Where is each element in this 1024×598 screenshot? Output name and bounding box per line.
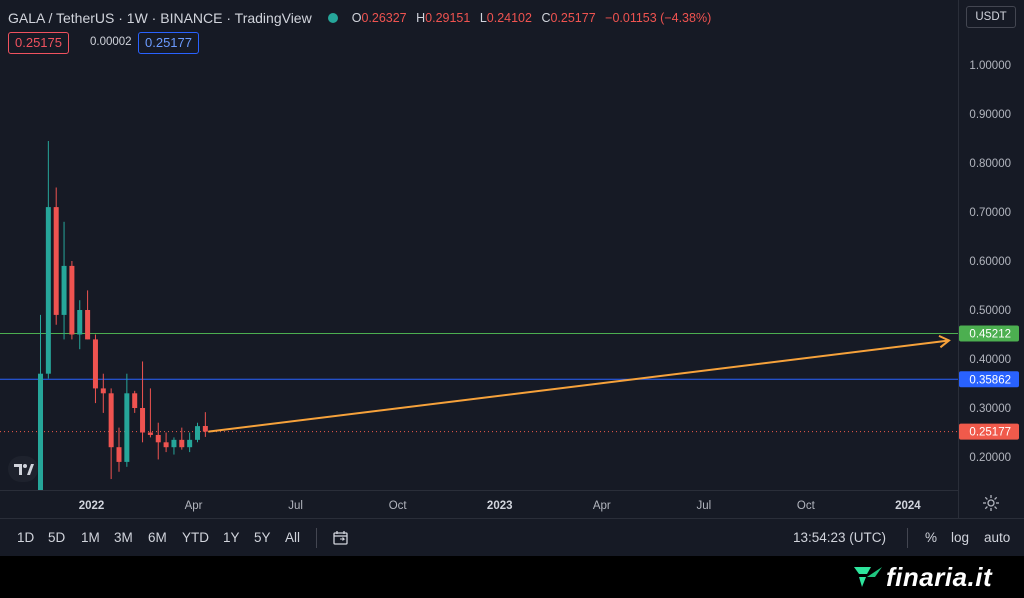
log-scale-button[interactable]: log	[951, 530, 970, 545]
y-tick-label: 0.30000	[969, 403, 1011, 415]
x-tick-label: Jul	[696, 500, 711, 512]
y-tick-label: 0.40000	[969, 354, 1011, 366]
currency-selector[interactable]: USDT	[966, 6, 1016, 28]
tradingview-logo-icon[interactable]	[8, 456, 38, 482]
candle-body	[140, 408, 146, 433]
range-1m-button[interactable]: 1M	[81, 530, 100, 545]
open-value: 0.26327	[361, 11, 407, 25]
candle-body	[85, 310, 91, 340]
range-3m-button[interactable]: 3M	[114, 530, 133, 545]
blue-level-label: 0.35862	[969, 374, 1011, 386]
change-value: −0.01153 (−4.38%)	[605, 11, 712, 25]
symbol-header: GALA / TetherUS · 1W · BINANCE · Trading…	[8, 8, 711, 28]
y-tick-label: 0.50000	[969, 305, 1011, 317]
x-tick-label: Apr	[185, 500, 203, 512]
candle-body	[187, 439, 193, 448]
range-ytd-button[interactable]: YTD	[182, 530, 209, 545]
separator	[907, 528, 908, 548]
candle-body	[155, 434, 161, 443]
high-label: H	[416, 11, 426, 25]
symbol-title[interactable]: GALA / TetherUS · 1W · BINANCE · Trading…	[8, 10, 312, 26]
price-chart[interactable]: 1.00000 0.90000 0.80000 0.70000 0.60000 0.500…	[0, 0, 1024, 518]
candle-body	[147, 432, 153, 435]
close-label: C	[541, 11, 551, 25]
blue-level-label-bg	[959, 371, 1019, 388]
percent-scale-button[interactable]: %	[925, 530, 938, 545]
candle-body	[108, 393, 114, 448]
x-tick-label: Jul	[288, 500, 303, 512]
candle-body	[45, 207, 51, 374]
high-value: 0.29151	[425, 11, 471, 25]
bottom-toolbar: 1D 5D 1M 3M 6M YTD 1Y 5Y All 13:54:23 (U…	[0, 518, 1024, 557]
y-tick-label: 0.90000	[969, 109, 1011, 121]
close-value: 0.25177	[550, 11, 596, 25]
x-tick-label: Oct	[797, 500, 816, 512]
candle-body	[179, 439, 185, 448]
candle-body	[132, 393, 138, 408]
clock-display[interactable]: 13:54:23 (UTC)	[793, 530, 887, 545]
x-tick-label: 2022	[79, 500, 105, 512]
y-tick-label: 1.00000	[969, 60, 1011, 72]
low-label: L	[479, 11, 487, 25]
candle-body	[69, 265, 75, 335]
y-tick-label: 0.20000	[969, 452, 1011, 464]
chart-area[interactable]: 1.00000 0.90000 0.80000 0.70000 0.60000 0.500…	[0, 0, 1024, 518]
range-1y-button[interactable]: 1Y	[223, 530, 240, 545]
ohlc-values: O0.26327 H0.29151 L0.24102 C0.25177 −0.0…	[352, 11, 712, 25]
chart-settings-gear-icon[interactable]	[982, 494, 1000, 512]
candle-body	[195, 426, 200, 440]
compare-icon[interactable]	[332, 529, 350, 547]
current-price-label-bg	[959, 423, 1019, 440]
candle-body	[116, 447, 122, 462]
candle-body	[100, 388, 106, 394]
brand-name: finaria.it	[886, 562, 993, 592]
trend-arrow-line	[208, 339, 950, 433]
candle-body	[124, 393, 130, 462]
current-price-label: 0.25177	[969, 427, 1011, 439]
green-level-label-bg	[959, 325, 1019, 342]
x-tick-label: Oct	[389, 500, 408, 512]
range-all-button[interactable]: All	[285, 530, 301, 545]
candle-body	[38, 373, 43, 490]
range-5d-button[interactable]: 5D	[48, 530, 66, 545]
buy-price-button[interactable]: 0.25177	[138, 32, 199, 54]
candle-body	[77, 310, 83, 335]
y-tick-label: 0.70000	[969, 207, 1011, 219]
low-value: 0.24102	[486, 11, 532, 25]
candle-body	[92, 339, 98, 389]
finaria-logo-icon	[853, 565, 883, 589]
sell-price-button[interactable]: 0.25175	[8, 32, 69, 54]
candle-body	[171, 439, 177, 448]
y-tick-label: 0.60000	[969, 256, 1011, 268]
y-tick-label: 0.80000	[969, 158, 1011, 170]
market-status-icon	[327, 13, 338, 23]
spread-value: 0.00002	[90, 36, 132, 48]
range-6m-button[interactable]: 6M	[148, 530, 167, 545]
x-tick-label: Apr	[593, 500, 611, 512]
auto-scale-button[interactable]: auto	[984, 530, 1011, 545]
range-1d-button[interactable]: 1D	[17, 530, 35, 545]
x-tick-label: 2023	[487, 500, 513, 512]
plot-background	[0, 0, 958, 490]
candle-body	[163, 442, 169, 448]
green-level-label: 0.45212	[969, 328, 1011, 340]
candle-body	[53, 207, 59, 315]
footer-banner: finaria.it	[0, 556, 1024, 598]
trend-arrow-head	[938, 334, 951, 349]
range-5y-button[interactable]: 5Y	[254, 530, 271, 545]
x-tick-label: 2024	[895, 500, 921, 512]
candle-body	[61, 265, 67, 315]
candle-body	[202, 425, 208, 432]
open-label: O	[351, 11, 362, 25]
separator	[316, 528, 317, 548]
